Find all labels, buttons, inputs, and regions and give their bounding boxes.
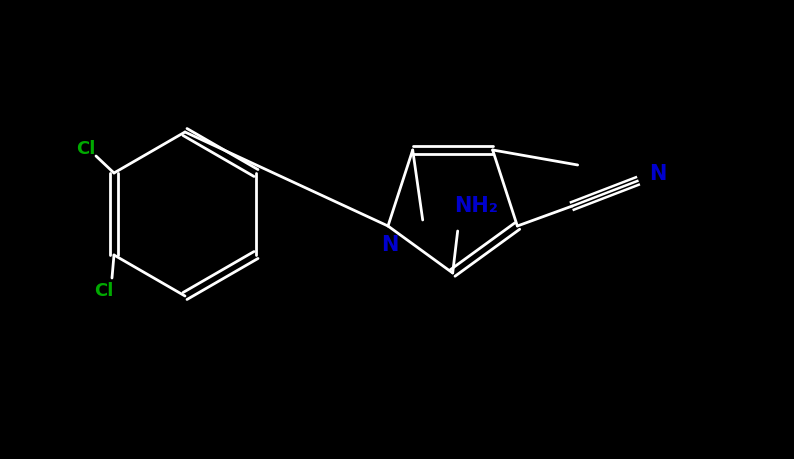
Text: N: N: [649, 164, 666, 184]
Text: Cl: Cl: [76, 140, 95, 157]
Text: N: N: [381, 235, 399, 254]
Text: NH₂: NH₂: [453, 196, 498, 216]
Text: Cl: Cl: [94, 281, 114, 299]
